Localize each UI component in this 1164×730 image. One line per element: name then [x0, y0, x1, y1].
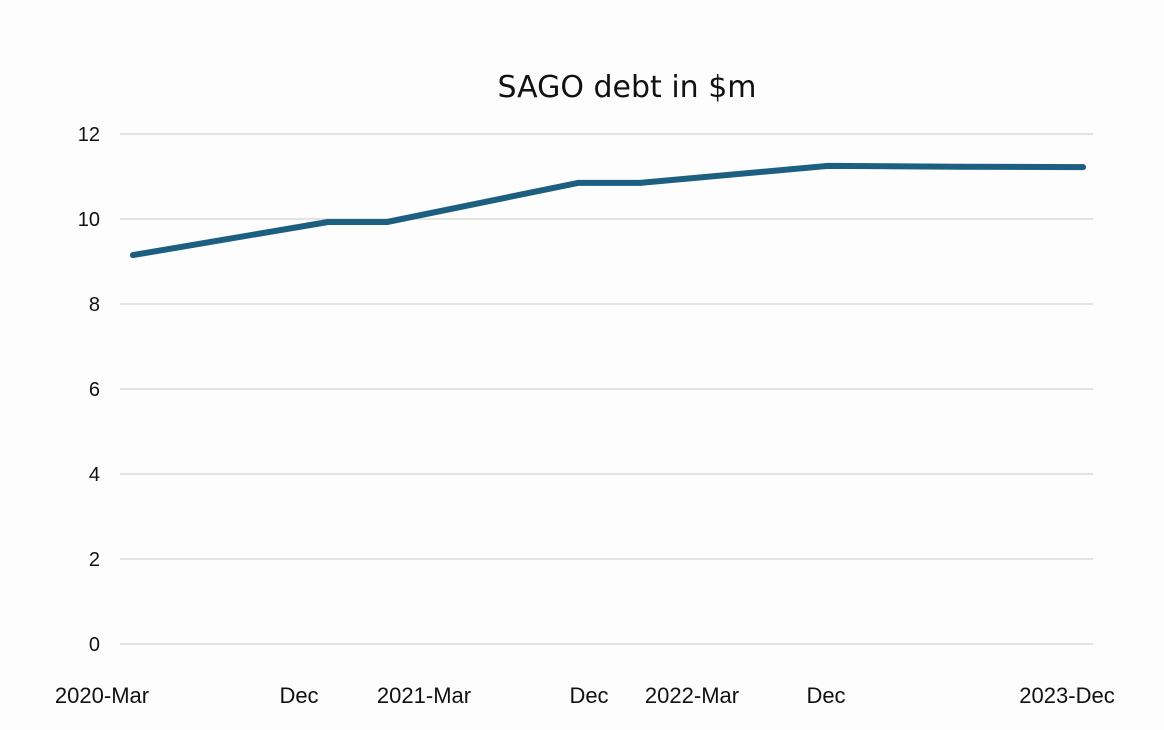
y-tick-label: 4 — [89, 464, 100, 486]
y-axis-ticks: 0 2 4 6 8 10 12 — [78, 124, 100, 656]
data-point — [825, 162, 831, 169]
x-tick-label: 2021-Mar — [377, 683, 471, 708]
x-tick-label: Dec — [279, 683, 318, 708]
x-tick-label: Dec — [569, 683, 608, 708]
x-tick-label: 2020-Mar — [55, 683, 149, 708]
data-point — [637, 179, 643, 186]
y-tick-label: 8 — [89, 294, 100, 316]
data-point — [384, 219, 390, 225]
series-layer — [130, 162, 1086, 259]
gridlines — [120, 133, 1093, 645]
y-tick-label: 2 — [89, 549, 100, 571]
x-axis-ticks: 2020-Mar Dec 2021-Mar Dec 2022-Mar Dec 2023-De… — [55, 683, 1115, 708]
data-point — [575, 179, 581, 186]
x-tick-label: 2022-Mar — [645, 683, 739, 708]
x-tick-label: Dec — [806, 683, 845, 708]
y-tick-label: 12 — [78, 124, 100, 146]
data-point — [1080, 164, 1086, 171]
chart-title: SAGO debt in $m — [497, 70, 756, 105]
y-tick-label: 0 — [89, 634, 100, 656]
series-line — [130, 162, 1086, 259]
x-tick-label: 2023-Dec — [1019, 683, 1114, 708]
data-point — [325, 219, 331, 225]
y-tick-label: 6 — [89, 379, 100, 401]
data-point — [130, 252, 136, 259]
y-tick-label: 10 — [78, 209, 100, 231]
data-point — [957, 163, 963, 170]
